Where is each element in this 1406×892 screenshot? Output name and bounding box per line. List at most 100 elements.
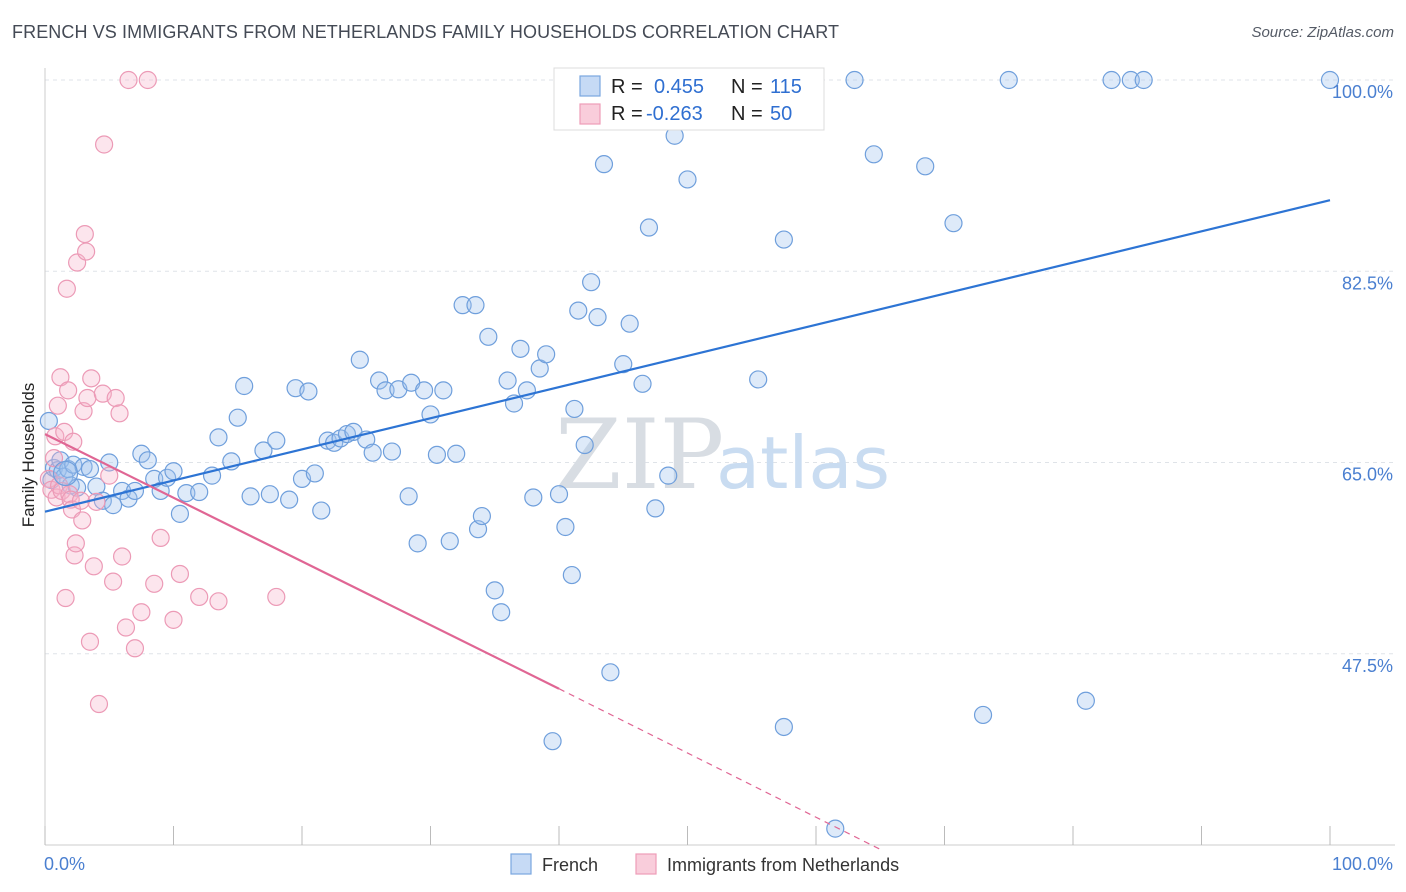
point-french — [350, 350, 369, 369]
point-netherlands — [48, 396, 67, 415]
point-french — [582, 273, 601, 292]
point-netherlands — [170, 564, 190, 584]
watermark-atlas: atlas — [716, 421, 890, 505]
point-french — [498, 371, 517, 390]
point-french — [556, 517, 575, 537]
point-french — [164, 462, 183, 481]
point-french — [453, 296, 472, 315]
point-netherlands — [138, 70, 157, 90]
point-french — [485, 581, 504, 600]
point-netherlands — [145, 574, 164, 593]
legend-label-french: French — [542, 855, 598, 875]
point-french — [492, 603, 511, 622]
point-netherlands — [151, 528, 170, 548]
point-french — [376, 381, 395, 400]
stats-n-french: 115 — [770, 76, 802, 98]
y-tick-label: 100.0% — [1332, 82, 1393, 102]
x-tick-label-max: 100.0% — [1332, 854, 1393, 874]
point-netherlands — [132, 603, 151, 622]
y-tick-label: 47.5% — [1342, 656, 1393, 676]
series-legend: French Immigrants from Netherlands — [510, 853, 899, 875]
point-french — [190, 482, 209, 502]
grid — [45, 79, 1395, 655]
point-french — [575, 435, 594, 455]
point-french — [944, 214, 963, 233]
point-french — [382, 442, 402, 461]
source-credit: Source: ZipAtlas.com — [1251, 24, 1394, 41]
point-french — [427, 445, 447, 464]
point-netherlands — [112, 547, 132, 566]
point-french — [511, 339, 530, 358]
stats-r-label-netherlands: R = — [611, 103, 643, 125]
point-french — [1076, 691, 1095, 710]
y-tick-label: 65.0% — [1342, 465, 1393, 485]
stats-n-netherlands: 50 — [770, 103, 792, 125]
data-points — [39, 70, 1340, 838]
point-french — [399, 487, 418, 506]
point-french — [845, 70, 864, 90]
point-french — [1102, 70, 1121, 90]
point-french — [132, 444, 151, 463]
point-french — [299, 382, 318, 401]
point-french — [620, 314, 639, 333]
point-netherlands — [78, 388, 97, 408]
point-french — [916, 157, 935, 176]
x-tick-label-min: 0.0% — [44, 854, 85, 874]
point-french — [170, 504, 190, 523]
point-french — [633, 374, 652, 393]
point-french — [774, 230, 793, 249]
point-french — [601, 663, 620, 682]
point-french — [594, 155, 614, 174]
point-french — [646, 499, 665, 518]
point-french — [267, 431, 286, 450]
point-french — [1134, 70, 1153, 90]
point-french — [312, 501, 331, 520]
legend-label-netherlands: Immigrants from Netherlands — [667, 855, 899, 875]
legend-swatch-netherlands — [635, 853, 657, 875]
chart-title: FRENCH VS IMMIGRANTS FROM NETHERLANDS FA… — [12, 22, 840, 42]
point-netherlands — [110, 404, 129, 423]
point-french — [659, 466, 678, 485]
point-netherlands — [116, 618, 136, 637]
point-netherlands — [75, 224, 94, 244]
point-french — [549, 485, 569, 504]
point-netherlands — [95, 135, 114, 154]
point-french — [524, 488, 543, 507]
point-netherlands — [84, 557, 103, 576]
point-french — [479, 327, 498, 346]
point-netherlands — [164, 610, 183, 629]
point-french — [543, 732, 562, 751]
point-french — [472, 506, 491, 526]
stats-n-label-french: N = — [731, 76, 763, 98]
stats-r-label-french: R = — [611, 76, 643, 98]
point-netherlands — [44, 449, 64, 468]
point-french — [280, 490, 299, 509]
point-french — [177, 484, 196, 503]
trend-line-french — [44, 199, 1331, 513]
point-french — [826, 819, 845, 838]
point-french — [209, 428, 228, 447]
trend-line-netherlands — [44, 433, 560, 690]
point-netherlands — [125, 639, 145, 658]
point-french — [466, 296, 485, 315]
point-french — [440, 532, 459, 551]
stats-legend: R = 0.455 N = 115 R = -0.263 N = 50 — [553, 67, 825, 131]
point-netherlands — [106, 388, 125, 408]
point-french — [562, 565, 581, 585]
stats-n-label-netherlands: N = — [731, 103, 763, 125]
point-french — [588, 308, 607, 327]
point-french — [999, 70, 1018, 90]
point-french — [235, 376, 254, 396]
axes — [44, 68, 1395, 846]
point-netherlands — [80, 632, 100, 651]
point-netherlands — [119, 70, 138, 90]
point-french — [138, 451, 157, 470]
point-netherlands — [87, 492, 106, 511]
point-netherlands — [89, 694, 109, 714]
point-french — [749, 370, 768, 389]
point-french — [80, 459, 100, 479]
point-french — [363, 443, 382, 462]
point-netherlands — [267, 587, 286, 607]
point-french — [537, 345, 556, 364]
